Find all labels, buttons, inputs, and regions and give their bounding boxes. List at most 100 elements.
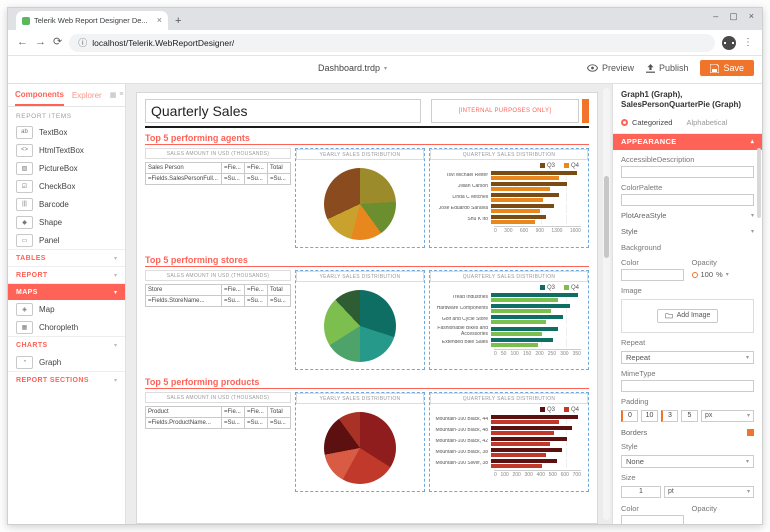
bg-opacity-control[interactable]: 100 % ▾ [691, 269, 755, 281]
table-col-header[interactable]: =Fie... [221, 284, 245, 296]
inspector-scrollbar[interactable] [757, 148, 761, 218]
preview-button[interactable]: Preview [586, 63, 634, 73]
sales-table-panel[interactable]: SALES AMOUNT IN USD (THOUSANDS) Store =F… [145, 270, 291, 370]
padding-unit-select[interactable]: px ▾ [701, 409, 754, 422]
mime-type-input[interactable] [621, 379, 754, 392]
browser-menu-icon[interactable]: ⋮ [743, 37, 753, 48]
border-style-select[interactable]: None ▾ [621, 454, 754, 468]
bg-color-input[interactable] [621, 268, 684, 281]
table-field-header[interactable]: Product [145, 406, 222, 418]
repeat-select[interactable]: Repeat ▾ [621, 350, 754, 364]
bar-chart-panel[interactable]: QUARTERLY SALES DISTRIBUTION Q3 Q4 Mounta… [429, 392, 589, 492]
sales-table[interactable]: Product =Fie... =Fie... Total =Fields.Prod… [145, 406, 291, 429]
sales-table[interactable]: Store =Fie... =Fie... Total =Fields.StoreN… [145, 284, 291, 307]
internal-note-textbox[interactable]: [INTERNAL PURPOSES ONLY] [431, 99, 579, 123]
pie-chart-panel[interactable]: YEARLY SALES DISTRIBUTION [295, 270, 425, 370]
sidebar-group-tables[interactable]: TABLES ▾ [8, 249, 125, 266]
list-view-icon[interactable]: ≡ [119, 91, 124, 98]
sidebar-item-shape[interactable]: ◆ Shape [8, 213, 125, 231]
sales-table[interactable]: Sales Person =Fie... =Fie... Total =Fields… [145, 162, 291, 185]
table-col-header[interactable]: =Fie... [244, 406, 268, 418]
borders-color-indicator[interactable] [747, 428, 754, 436]
table-field-value[interactable]: =Fields.SalesPersonFull... [145, 173, 222, 185]
bar-chart-panel[interactable]: QUARTERLY SALES DISTRIBUTION Q3 Q4 Tsvi M… [429, 148, 589, 248]
appearance-section-header[interactable]: APPEARANCE ▴ [613, 133, 762, 150]
padding-top-input[interactable]: 10 [641, 409, 658, 422]
table-col-header[interactable]: =Fie... [221, 406, 245, 418]
padding-left-input[interactable]: 0 [621, 409, 638, 422]
padding-bottom-input[interactable]: 5 [681, 409, 698, 422]
canvas-scrollbar[interactable] [603, 88, 610, 520]
sidebar-item-barcode[interactable]: ||| Barcode [8, 195, 125, 213]
sales-table-panel[interactable]: SALES AMOUNT IN USD (THOUSANDS) Product … [145, 392, 291, 492]
grid-view-icon[interactable]: ▦ [109, 92, 117, 99]
forward-button[interactable]: → [35, 36, 46, 48]
window-maximize-button[interactable]: ▢ [729, 11, 738, 21]
padding-right-input[interactable]: 3 [661, 409, 678, 422]
table-sum-cell[interactable]: =Su... [244, 295, 268, 307]
bar-chart[interactable]: Tread Industries Hardware Components Golf … [435, 293, 583, 347]
sales-table-panel[interactable]: SALES AMOUNT IN USD (THOUSANDS) Sales Pe… [145, 148, 291, 248]
table-col-header[interactable]: Total [267, 162, 291, 174]
size-input[interactable]: 1 [621, 485, 661, 498]
border-color-input[interactable] [621, 514, 684, 524]
window-close-button[interactable]: × [748, 11, 754, 21]
bar-chart[interactable]: Tsvi Michael Reiter Jillian Carson Linda C… [435, 171, 583, 224]
site-info-icon[interactable]: ⓘ [78, 38, 88, 48]
back-button[interactable]: ← [17, 36, 28, 48]
table-field-header[interactable]: Store [145, 284, 222, 296]
sidebar-item-choropleth[interactable]: ▦ Choropleth [8, 318, 125, 336]
table-sum-cell[interactable]: =Su... [244, 173, 268, 185]
sidebar-group-maps[interactable]: MAPS ▾ [8, 283, 125, 300]
pie-chart-panel[interactable]: YEARLY SALES DISTRIBUTION [295, 392, 425, 492]
new-tab-button[interactable]: + [175, 15, 182, 27]
table-col-header[interactable]: =Fie... [221, 162, 245, 174]
sidebar-item-textbox[interactable]: ab TextBox [8, 123, 125, 141]
sidebar-item-picturebox[interactable]: ▨ PictureBox [8, 159, 125, 177]
window-minimize-button[interactable]: – [713, 11, 719, 21]
pie-chart[interactable] [324, 168, 396, 240]
table-field-value[interactable]: =Fields.ProductName... [145, 417, 222, 429]
style-section-row[interactable]: Style ▾ [613, 222, 762, 238]
table-field-header[interactable]: Sales Person [145, 162, 222, 174]
sidebar-item-panel[interactable]: ▭ Panel [8, 231, 125, 249]
tab-components[interactable]: Components [15, 84, 64, 106]
table-col-header[interactable]: =Fie... [244, 284, 268, 296]
table-col-header[interactable]: =Fie... [244, 162, 268, 174]
table-sum-cell[interactable]: =Su... [221, 417, 245, 429]
table-sum-cell[interactable]: =Su... [244, 417, 268, 429]
publish-button[interactable]: Publish [645, 63, 688, 73]
table-sum-cell[interactable]: =Su... [267, 173, 291, 185]
tab-close-icon[interactable]: × [156, 15, 162, 25]
pie-chart-panel[interactable]: YEARLY SALES DISTRIBUTION [295, 148, 425, 248]
sidebar-item-htmltextbox[interactable]: <> HtmlTextBox [8, 141, 125, 159]
plot-area-style-row[interactable]: PlotAreaStyle ▾ [613, 206, 762, 222]
sidebar-group-report[interactable]: REPORT ▾ [8, 266, 125, 283]
tab-explorer[interactable]: Explorer [71, 90, 102, 100]
save-button[interactable]: Save [700, 60, 754, 76]
bar-chart-panel[interactable]: QUARTERLY SALES DISTRIBUTION Q3 Q4 Tread … [429, 270, 589, 370]
browser-tab[interactable]: Telerik Web Report Designer De... × [16, 11, 168, 30]
table-sum-cell[interactable]: =Su... [221, 173, 245, 185]
bar-chart[interactable]: Mountain-100 Black, 44 Mountain-100 Black… [435, 415, 583, 468]
categorized-label[interactable]: Categorized [632, 117, 673, 127]
report-title-textbox[interactable]: Quarterly Sales [145, 99, 421, 123]
selection-handle[interactable] [582, 99, 589, 123]
accessible-description-input[interactable] [621, 165, 754, 178]
sidebar-item-checkbox[interactable]: ☑ CheckBox [8, 177, 125, 195]
image-drop-area[interactable]: Add Image [621, 298, 754, 333]
document-selector[interactable]: Dashboard.trdp ▾ [318, 63, 387, 73]
table-sum-cell[interactable]: =Su... [221, 295, 245, 307]
sidebar-group-report-sections[interactable]: REPORT SECTIONS ▾ [8, 371, 125, 388]
report-page[interactable]: Quarterly Sales [INTERNAL PURPOSES ONLY]… [136, 92, 598, 524]
design-canvas[interactable]: Quarterly Sales [INTERNAL PURPOSES ONLY]… [126, 84, 612, 524]
pie-chart[interactable] [324, 412, 396, 484]
categorized-radio[interactable] [621, 118, 628, 126]
sidebar-item-graph[interactable]: ◔ Graph [8, 353, 125, 371]
address-input[interactable]: ⓘ localhost/Telerik.WebReportDesigner/ [69, 33, 715, 52]
color-palette-input[interactable] [621, 193, 754, 206]
pie-chart[interactable] [324, 290, 396, 362]
add-image-button[interactable]: Add Image [656, 308, 719, 323]
table-sum-cell[interactable]: =Su... [267, 295, 291, 307]
table-field-value[interactable]: =Fields.StoreName... [145, 295, 222, 307]
